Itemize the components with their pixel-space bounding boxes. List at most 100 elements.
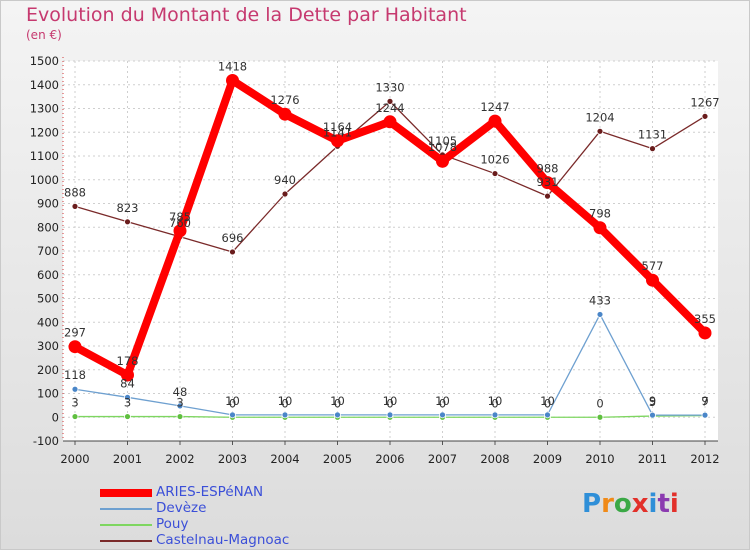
y-tick-label: 200 <box>37 363 59 377</box>
legend-swatch <box>100 508 152 510</box>
data-label: 1276 <box>270 93 299 107</box>
data-label: 823 <box>117 201 139 215</box>
data-point <box>334 411 341 419</box>
y-tick-label: 300 <box>37 339 59 353</box>
x-tick-label: 2001 <box>113 452 142 466</box>
data-label: 1204 <box>585 110 614 124</box>
data-label: 178 <box>117 354 139 368</box>
logo-letter: P <box>582 489 602 519</box>
x-tick-label: 2009 <box>533 452 562 466</box>
data-label: 1078 <box>428 140 457 154</box>
data-label: 10 <box>435 394 450 408</box>
data-label: 10 <box>225 394 240 408</box>
data-point <box>386 411 394 419</box>
x-tick-label: 2000 <box>60 452 89 466</box>
data-point <box>176 413 184 420</box>
logo-letter: x <box>631 489 649 519</box>
proxiti-logo: Proxiti <box>582 489 679 519</box>
logo-letter: i <box>648 489 658 519</box>
data-label: 1164 <box>323 120 352 134</box>
data-label: 10 <box>330 394 345 408</box>
data-label: 0 <box>439 396 446 410</box>
data-point <box>596 413 604 421</box>
y-tick-label: 800 <box>37 220 59 234</box>
y-tick-label: 500 <box>37 292 59 306</box>
data-label: 1330 <box>375 80 404 94</box>
logo-letter: t <box>657 489 670 519</box>
data-point <box>229 248 236 256</box>
data-point <box>383 115 397 129</box>
data-label: 3 <box>124 396 131 410</box>
legend-swatch <box>100 540 152 542</box>
data-point <box>124 218 131 226</box>
data-label: 297 <box>64 326 86 340</box>
data-label: 798 <box>589 207 611 221</box>
data-label: 888 <box>64 185 86 199</box>
data-label: 1131 <box>638 128 667 142</box>
data-label: 10 <box>488 394 503 408</box>
y-tick-label: 600 <box>37 268 59 282</box>
data-point <box>173 224 187 238</box>
data-point <box>646 273 659 287</box>
data-point <box>229 411 236 419</box>
data-label: 0 <box>281 396 288 410</box>
data-label: 9 <box>701 394 708 408</box>
data-point <box>281 190 289 198</box>
data-point <box>226 73 239 87</box>
data-label: 5 <box>649 395 656 409</box>
data-point <box>596 311 604 318</box>
data-label: 0 <box>229 396 236 410</box>
y-tick-label: 1400 <box>30 78 59 92</box>
data-point <box>71 385 79 393</box>
data-point <box>649 145 656 153</box>
data-label: 0 <box>544 396 551 410</box>
y-tick-label: 1100 <box>30 149 59 163</box>
x-tick-label: 2004 <box>270 452 299 466</box>
data-point <box>541 176 554 190</box>
y-tick-label: 100 <box>37 387 59 401</box>
data-point <box>278 107 292 121</box>
data-point <box>701 411 709 419</box>
data-label: 355 <box>694 312 716 326</box>
legend-label: Castelnau-Magnoac <box>156 532 290 548</box>
data-label: 940 <box>274 173 296 187</box>
legend-label: Devèze <box>156 500 207 516</box>
y-tick-label: 1500 <box>30 54 59 68</box>
data-label: 3 <box>176 396 183 410</box>
y-tick-label: -100 <box>33 434 59 448</box>
data-label: 10 <box>540 394 555 408</box>
data-label: 1244 <box>375 101 404 115</box>
legend-swatch <box>100 524 152 526</box>
data-label: 1105 <box>428 134 457 148</box>
data-label: 988 <box>537 162 559 176</box>
data-label: 696 <box>222 231 244 245</box>
y-tick-label: 900 <box>37 197 59 211</box>
y-tick-label: 700 <box>37 244 59 258</box>
data-label: 0 <box>491 396 498 410</box>
x-tick-label: 2011 <box>638 452 667 466</box>
data-point <box>68 340 82 354</box>
data-point <box>71 202 79 210</box>
data-label: 0 <box>596 396 603 410</box>
legend-label: Pouy <box>156 516 189 532</box>
chart-title: Evolution du Montant de la Dette par Hab… <box>26 4 467 26</box>
chart-subtitle: (en €) <box>26 28 62 42</box>
data-label: 433 <box>589 293 611 307</box>
data-label: 931 <box>537 175 559 189</box>
data-label: 48 <box>173 385 188 399</box>
data-point <box>488 114 502 128</box>
legend-label: ARIES-ESPéNAN <box>156 484 264 500</box>
data-label: 1418 <box>218 59 247 73</box>
x-tick-label: 2012 <box>690 452 719 466</box>
x-tick-label: 2006 <box>375 452 404 466</box>
y-tick-label: 1000 <box>30 173 59 187</box>
data-point <box>701 112 709 120</box>
x-tick-label: 2005 <box>323 452 352 466</box>
data-point <box>176 402 184 410</box>
data-label: 1026 <box>480 153 509 167</box>
data-point <box>649 411 656 419</box>
data-point <box>596 127 604 135</box>
y-tick-label: 400 <box>37 315 59 329</box>
logo-letter: o <box>613 489 632 519</box>
